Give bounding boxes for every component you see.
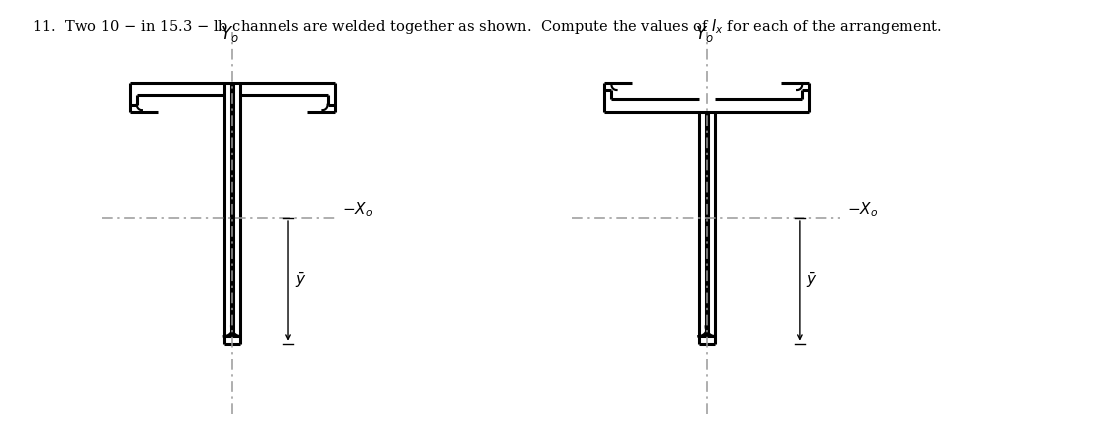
- Text: $-X_o$: $-X_o$: [847, 200, 879, 219]
- Text: $Y_o$: $Y_o$: [220, 23, 239, 43]
- Text: $Y_o$: $Y_o$: [695, 23, 714, 43]
- Text: $\bar{y}$: $\bar{y}$: [294, 271, 307, 291]
- Text: 11.  Two 10 $-$ in 15.3 $-$ lb channels are welded together as shown.  Compute t: 11. Two 10 $-$ in 15.3 $-$ lb channels a…: [32, 17, 942, 36]
- Text: $-X_o$: $-X_o$: [342, 200, 374, 219]
- Text: $\bar{y}$: $\bar{y}$: [806, 271, 818, 291]
